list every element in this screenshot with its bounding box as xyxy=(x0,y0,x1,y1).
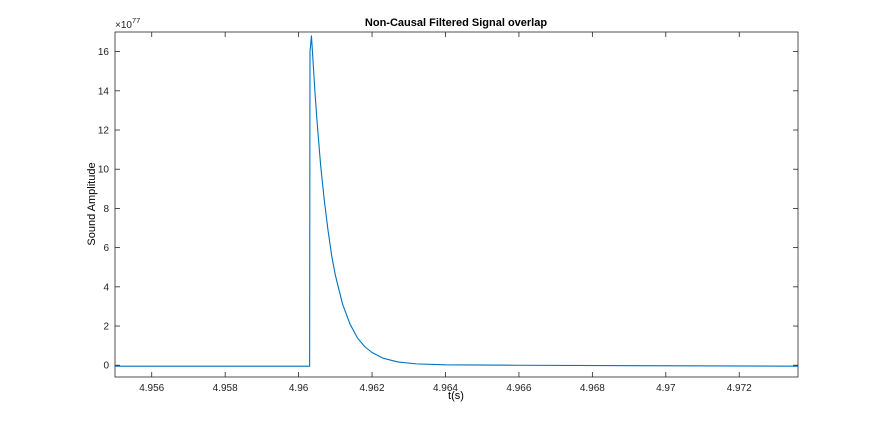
y-tick-label: 12 xyxy=(98,126,110,137)
x-axis-label: t(s) xyxy=(448,390,464,402)
x-tick-label: 4.972 xyxy=(727,383,752,394)
y-tick-label: 0 xyxy=(103,361,109,372)
y-tick-label: 16 xyxy=(98,47,110,58)
x-tick-label: 4.968 xyxy=(580,383,605,394)
chart-title: Non-Causal Filtered Signal overlap xyxy=(365,17,547,29)
y-exponent-base: ×10 xyxy=(115,20,132,31)
x-tick-label: 4.958 xyxy=(213,383,238,394)
x-tick-label: 4.96 xyxy=(289,383,309,394)
series-line-0 xyxy=(115,35,799,367)
x-tick-label: 4.962 xyxy=(360,383,385,394)
x-tick-label: 4.964 xyxy=(433,383,458,394)
svg-text:×1077: ×1077 xyxy=(115,16,140,31)
y-tick-label: 4 xyxy=(103,282,109,293)
y-tick-label: 10 xyxy=(98,165,110,176)
y-tick-label: 2 xyxy=(103,322,109,333)
x-tick-label: 4.956 xyxy=(139,383,164,394)
y-tick-label: 6 xyxy=(103,243,109,254)
y-tick-label: 14 xyxy=(98,86,110,97)
y-axis-label: Sound Amplitude xyxy=(86,162,98,245)
x-tick-label: 4.97 xyxy=(656,383,676,394)
y-tick-label: 8 xyxy=(103,204,109,215)
y-exponent-label: ×1077 xyxy=(115,16,140,31)
axes-box xyxy=(114,31,799,378)
y-exponent-power: 77 xyxy=(132,16,140,25)
plot-area: 4.956 4.958 4.96 4.962 4.964 4.966 4.968 4.97 4.… xyxy=(98,31,799,394)
x-tick-label: 4.966 xyxy=(506,383,531,394)
